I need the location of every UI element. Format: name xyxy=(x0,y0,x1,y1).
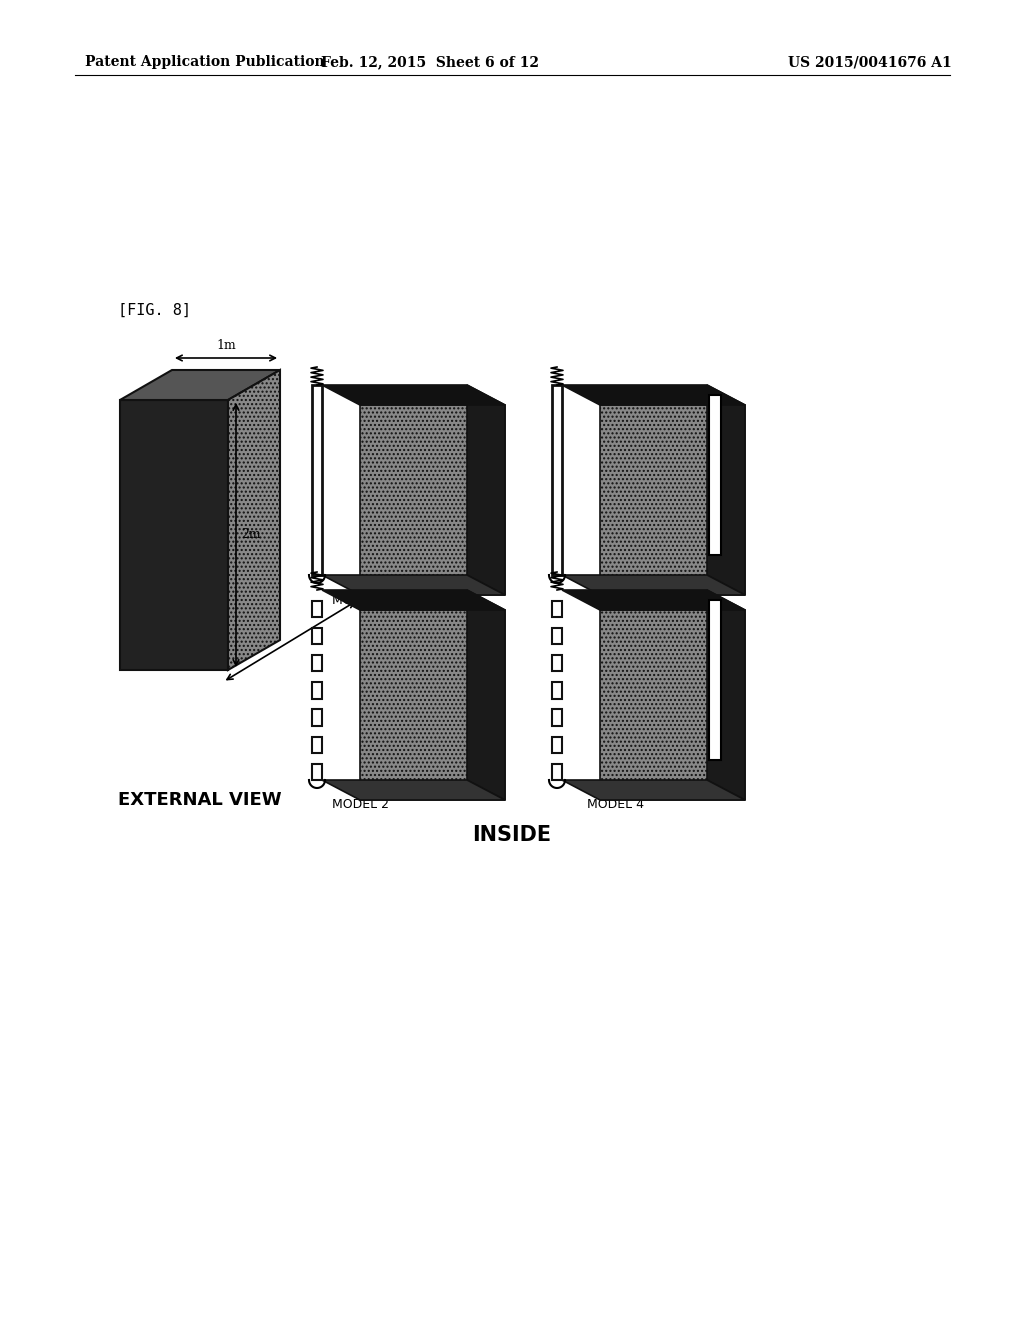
Polygon shape xyxy=(312,737,322,752)
Polygon shape xyxy=(562,576,745,595)
Text: MODEL 3: MODEL 3 xyxy=(587,594,644,606)
Text: EXTERNAL VIEW: EXTERNAL VIEW xyxy=(118,791,282,809)
Polygon shape xyxy=(467,590,505,800)
Polygon shape xyxy=(562,780,745,800)
Polygon shape xyxy=(562,590,745,610)
Polygon shape xyxy=(120,400,228,671)
Polygon shape xyxy=(360,405,505,595)
Text: MODEL 2: MODEL 2 xyxy=(332,799,389,812)
Text: Feb. 12, 2015  Sheet 6 of 12: Feb. 12, 2015 Sheet 6 of 12 xyxy=(321,55,539,69)
Polygon shape xyxy=(552,655,562,672)
Text: INSIDE: INSIDE xyxy=(472,825,552,845)
Text: 1m: 1m xyxy=(216,339,236,352)
Polygon shape xyxy=(552,764,562,780)
Polygon shape xyxy=(552,709,562,726)
Polygon shape xyxy=(322,576,505,595)
Polygon shape xyxy=(467,385,505,595)
Polygon shape xyxy=(312,655,322,672)
Polygon shape xyxy=(552,682,562,698)
Text: Patent Application Publication: Patent Application Publication xyxy=(85,55,325,69)
Polygon shape xyxy=(709,395,721,554)
Polygon shape xyxy=(312,764,322,780)
Polygon shape xyxy=(707,590,745,800)
Text: US 2015/0041676 A1: US 2015/0041676 A1 xyxy=(788,55,952,69)
Polygon shape xyxy=(312,601,322,618)
Polygon shape xyxy=(562,385,745,405)
Polygon shape xyxy=(312,682,322,698)
Polygon shape xyxy=(707,385,745,595)
Polygon shape xyxy=(312,628,322,644)
Polygon shape xyxy=(552,385,562,576)
Polygon shape xyxy=(360,610,505,800)
Polygon shape xyxy=(552,601,562,618)
Polygon shape xyxy=(322,385,505,405)
Polygon shape xyxy=(312,385,322,576)
Polygon shape xyxy=(709,601,721,760)
Polygon shape xyxy=(322,780,505,800)
Text: 1. 4m: 1. 4m xyxy=(362,597,398,610)
Text: [FIG. 8]: [FIG. 8] xyxy=(118,302,191,318)
Polygon shape xyxy=(552,737,562,752)
Polygon shape xyxy=(600,610,745,800)
Text: MODEL 4: MODEL 4 xyxy=(587,799,644,812)
Polygon shape xyxy=(120,370,280,400)
Polygon shape xyxy=(312,709,322,726)
Polygon shape xyxy=(552,628,562,644)
Polygon shape xyxy=(600,405,745,595)
Text: 2m: 2m xyxy=(241,528,261,541)
Text: MODEL 1: MODEL 1 xyxy=(332,594,389,606)
Polygon shape xyxy=(322,590,505,610)
Polygon shape xyxy=(228,370,280,671)
